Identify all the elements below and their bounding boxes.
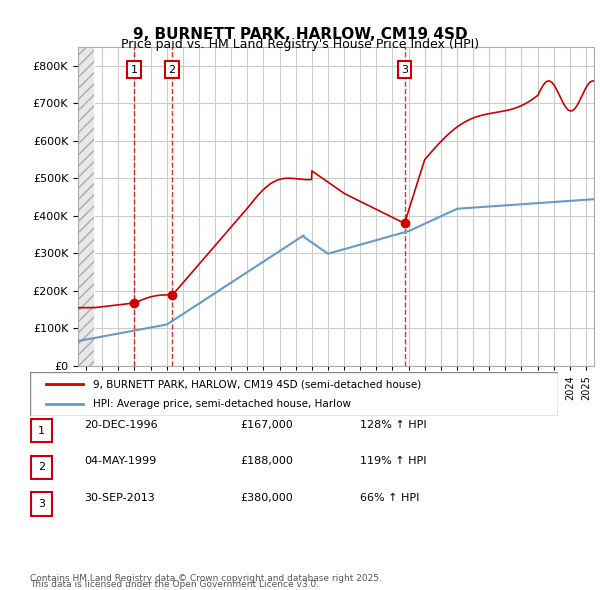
Text: 2: 2 — [169, 64, 176, 74]
Text: £167,000: £167,000 — [240, 420, 293, 430]
Text: 1: 1 — [38, 426, 45, 435]
Text: This data is licensed under the Open Government Licence v3.0.: This data is licensed under the Open Gov… — [30, 581, 319, 589]
Text: 119% ↑ HPI: 119% ↑ HPI — [360, 457, 427, 466]
Text: £380,000: £380,000 — [240, 493, 293, 503]
Text: £188,000: £188,000 — [240, 457, 293, 466]
Text: 1: 1 — [130, 64, 137, 74]
Text: Contains HM Land Registry data © Crown copyright and database right 2025.: Contains HM Land Registry data © Crown c… — [30, 574, 382, 583]
Text: 30-SEP-2013: 30-SEP-2013 — [84, 493, 155, 503]
Text: 9, BURNETT PARK, HARLOW, CM19 4SD (semi-detached house): 9, BURNETT PARK, HARLOW, CM19 4SD (semi-… — [94, 379, 422, 389]
FancyBboxPatch shape — [30, 372, 558, 416]
FancyBboxPatch shape — [31, 419, 52, 442]
Text: HPI: Average price, semi-detached house, Harlow: HPI: Average price, semi-detached house,… — [94, 399, 352, 408]
Text: 2: 2 — [38, 463, 45, 472]
Text: 128% ↑ HPI: 128% ↑ HPI — [360, 420, 427, 430]
FancyBboxPatch shape — [31, 455, 52, 479]
Text: 3: 3 — [401, 64, 408, 74]
Text: 04-MAY-1999: 04-MAY-1999 — [84, 457, 156, 466]
Bar — [78, 47, 94, 366]
Text: 9, BURNETT PARK, HARLOW, CM19 4SD: 9, BURNETT PARK, HARLOW, CM19 4SD — [133, 27, 467, 41]
Text: 20-DEC-1996: 20-DEC-1996 — [84, 420, 158, 430]
Text: 3: 3 — [38, 499, 45, 509]
FancyBboxPatch shape — [31, 492, 52, 516]
Text: Price paid vs. HM Land Registry's House Price Index (HPI): Price paid vs. HM Land Registry's House … — [121, 38, 479, 51]
Text: 66% ↑ HPI: 66% ↑ HPI — [360, 493, 419, 503]
